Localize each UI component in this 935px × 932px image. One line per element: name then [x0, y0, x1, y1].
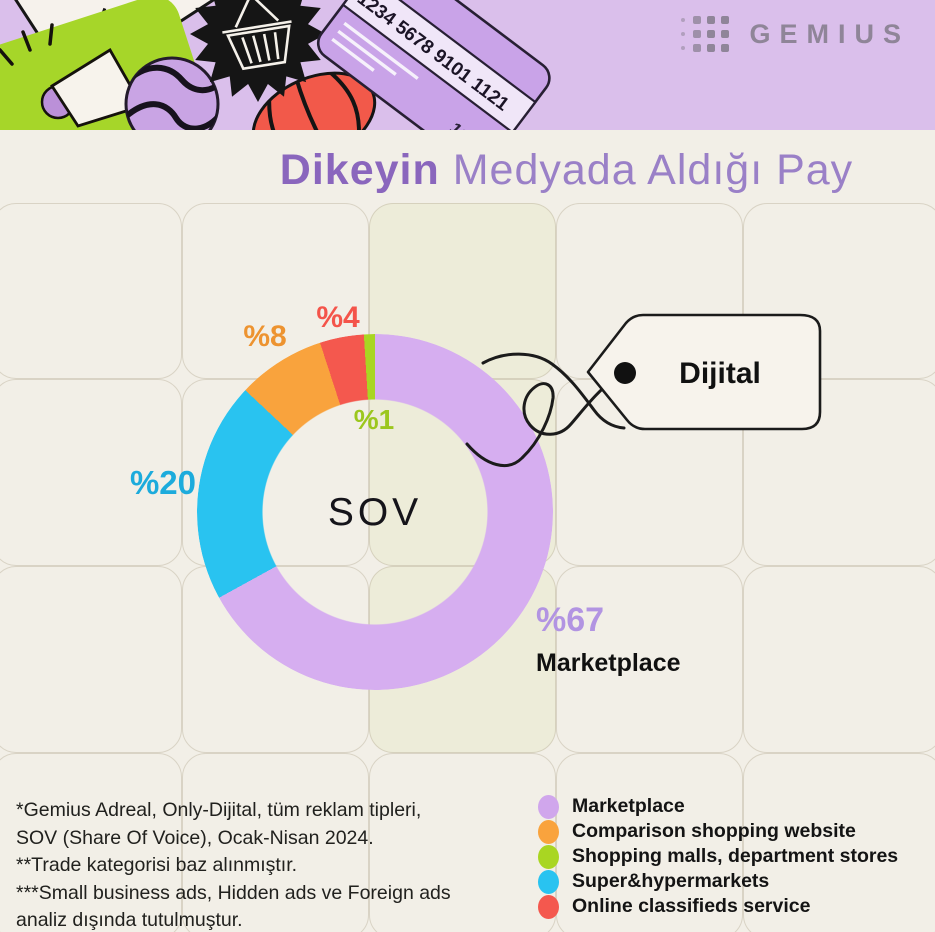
legend-item: Comparison shopping website [538, 819, 898, 844]
grid-tile [556, 203, 743, 379]
grid-tile [0, 379, 182, 566]
grid-tile [0, 753, 182, 932]
marketplace-callout: %67 Marketplace [536, 601, 681, 678]
legend-dot-icon [538, 819, 559, 844]
slice-label-marketplace: %67 [536, 601, 605, 639]
slice-label-comparison-shopping: %8 [243, 320, 287, 353]
footnote-line: *Gemius Adreal, Only-Dijital, tüm reklam… [16, 799, 422, 821]
grid-tile [0, 203, 182, 379]
grid-tile [743, 566, 935, 753]
card-corner-number: 1234 [446, 119, 487, 130]
grid-tile [369, 753, 556, 932]
footnotes: *Gemius Adreal, Only-Dijital, tüm reklam… [16, 797, 496, 932]
page-title: Dikeyin Medyada Aldığı Pay [199, 146, 934, 195]
gemius-logo: GEMIUS [680, 15, 910, 53]
grid-tile [0, 566, 182, 753]
legend-item: Shopping malls, department stores [538, 844, 898, 869]
header-banner: 1234 5678 9101 1121 1234 GEMIUS [0, 0, 935, 130]
grid-tile [556, 379, 743, 566]
gemius-logo-text: GEMIUS [749, 18, 910, 49]
footnote-line: SOV (Share Of Voice), Ocak-Nisan 2024. [16, 826, 374, 849]
tag-label: Dijital [679, 357, 761, 390]
grid-tile [182, 753, 369, 932]
grid-tile [556, 753, 743, 932]
donut-center-label: SOV [327, 491, 423, 534]
legend-dot-icon [538, 869, 559, 894]
footnote-line: analiz dışında tutulmuştur. [16, 909, 243, 931]
footnote-line: **Trade kategorisi baz alınmıştır. [16, 854, 298, 876]
legend-dot-icon [538, 844, 559, 869]
grid-tile [743, 379, 935, 566]
legend-dot-icon [538, 794, 559, 819]
legend-item: Super&hypermarkets [538, 869, 898, 894]
basket-badge-icon [190, 0, 326, 102]
footnote-line: ***Small business ads, Hidden ads ve For… [16, 881, 451, 904]
slice-label-shopping-malls: %1 [353, 404, 395, 435]
marketplace-callout-name: Marketplace [536, 649, 681, 677]
slice-label-super-hypermarkets: %20 [129, 464, 197, 501]
gemius-logo-dots-icon [681, 16, 730, 52]
sphere-icon [124, 56, 220, 130]
grid-tile [556, 566, 743, 753]
title-rest: Medyada Aldığı Pay [452, 146, 854, 194]
slice-label-online-classifieds: %4 [316, 301, 360, 334]
grid-tile [743, 753, 935, 932]
legend-item: Online classifieds service [538, 894, 898, 919]
header-decorations: 1234 5678 9101 1121 1234 [0, 0, 551, 130]
chart-legend: Marketplace Comparison shopping website … [538, 794, 898, 919]
legend-item: Marketplace [538, 794, 898, 819]
legend-dot-icon [538, 894, 559, 919]
title-highlight: Dikeyin [279, 146, 440, 194]
grid-tile [743, 203, 935, 379]
